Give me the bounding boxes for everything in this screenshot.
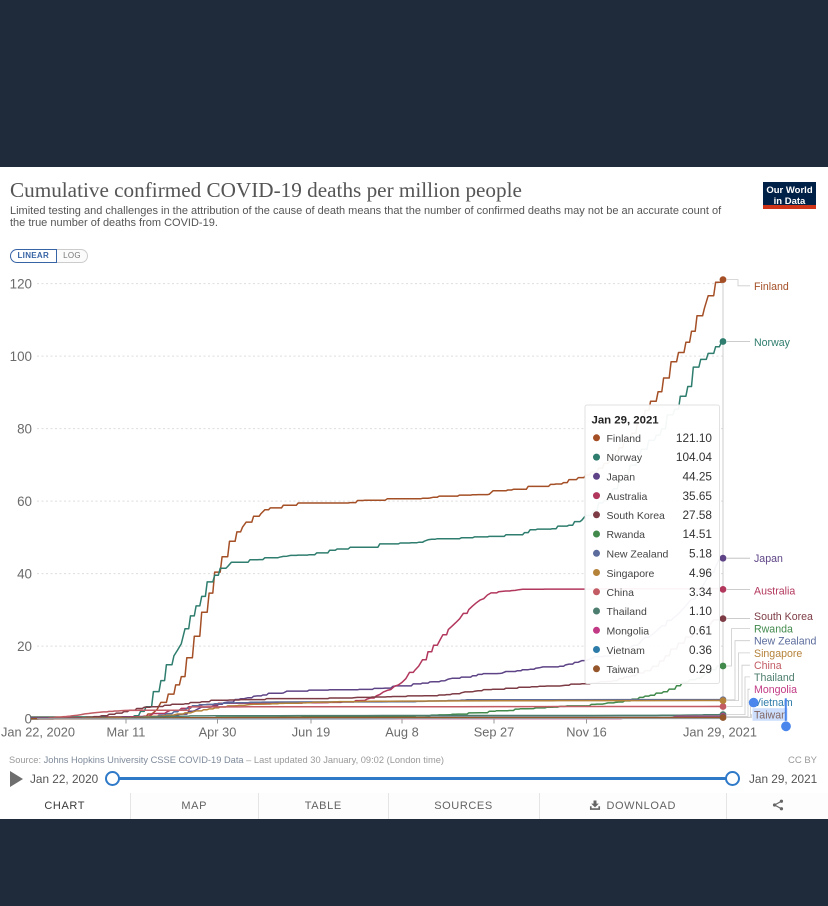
svg-text:Norway: Norway <box>754 337 791 349</box>
svg-text:Finland: Finland <box>754 281 789 293</box>
svg-text:Mar 11: Mar 11 <box>107 725 146 740</box>
svg-text:New Zealand: New Zealand <box>754 636 817 648</box>
svg-text:5.18: 5.18 <box>689 547 712 561</box>
svg-text:Taiwan: Taiwan <box>754 710 787 722</box>
svg-text:3.34: 3.34 <box>689 585 712 599</box>
svg-text:Mongolia: Mongolia <box>607 626 650 638</box>
svg-text:0.29: 0.29 <box>689 662 712 676</box>
svg-text:35.65: 35.65 <box>682 489 712 503</box>
svg-text:Jan 29, 2021: Jan 29, 2021 <box>683 725 757 740</box>
svg-text:Thailand: Thailand <box>754 672 795 684</box>
svg-text:120: 120 <box>10 276 32 291</box>
svg-text:China: China <box>754 660 782 672</box>
svg-text:South Korea: South Korea <box>754 611 813 623</box>
svg-text:Japan: Japan <box>607 472 636 484</box>
svg-text:Japan: Japan <box>754 553 783 565</box>
svg-text:South Korea: South Korea <box>607 510 666 522</box>
svg-text:Vietnam: Vietnam <box>607 645 646 657</box>
svg-text:121.10: 121.10 <box>676 431 713 445</box>
svg-text:Thailand: Thailand <box>607 606 647 618</box>
svg-text:80: 80 <box>17 421 32 436</box>
svg-text:Norway: Norway <box>607 452 643 464</box>
svg-text:Sep 27: Sep 27 <box>474 725 515 740</box>
svg-text:Australia: Australia <box>607 491 648 503</box>
svg-text:Taiwan: Taiwan <box>607 664 640 676</box>
svg-text:Jan 22, 2020: Jan 22, 2020 <box>1 725 75 740</box>
svg-text:Rwanda: Rwanda <box>754 624 793 636</box>
svg-text:0.61: 0.61 <box>689 624 712 638</box>
svg-text:Apr 30: Apr 30 <box>199 725 237 740</box>
svg-text:104.04: 104.04 <box>676 450 713 464</box>
svg-text:Singapore: Singapore <box>754 648 802 660</box>
svg-text:40: 40 <box>17 566 32 581</box>
svg-text:Australia: Australia <box>754 585 795 597</box>
svg-text:0.36: 0.36 <box>689 643 712 657</box>
svg-text:Jun 19: Jun 19 <box>292 725 330 740</box>
svg-text:China: China <box>607 587 635 599</box>
svg-text:Aug 8: Aug 8 <box>385 725 418 740</box>
svg-text:Mongolia: Mongolia <box>754 684 797 696</box>
svg-text:Jan 29, 2021: Jan 29, 2021 <box>592 415 660 427</box>
svg-text:20: 20 <box>17 639 32 654</box>
svg-text:44.25: 44.25 <box>682 470 712 484</box>
svg-text:New Zealand: New Zealand <box>607 549 669 561</box>
svg-text:14.51: 14.51 <box>682 527 712 541</box>
svg-text:1.10: 1.10 <box>689 604 712 618</box>
svg-text:0: 0 <box>25 711 32 726</box>
svg-text:Nov 16: Nov 16 <box>566 725 607 740</box>
svg-text:27.58: 27.58 <box>682 508 712 522</box>
svg-text:4.96: 4.96 <box>689 566 712 580</box>
svg-text:100: 100 <box>10 349 32 364</box>
svg-text:Finland: Finland <box>607 433 642 445</box>
svg-text:Rwanda: Rwanda <box>607 529 646 541</box>
svg-text:Singapore: Singapore <box>607 568 655 580</box>
svg-text:Vietnam: Vietnam <box>754 697 793 709</box>
svg-text:60: 60 <box>17 494 32 509</box>
